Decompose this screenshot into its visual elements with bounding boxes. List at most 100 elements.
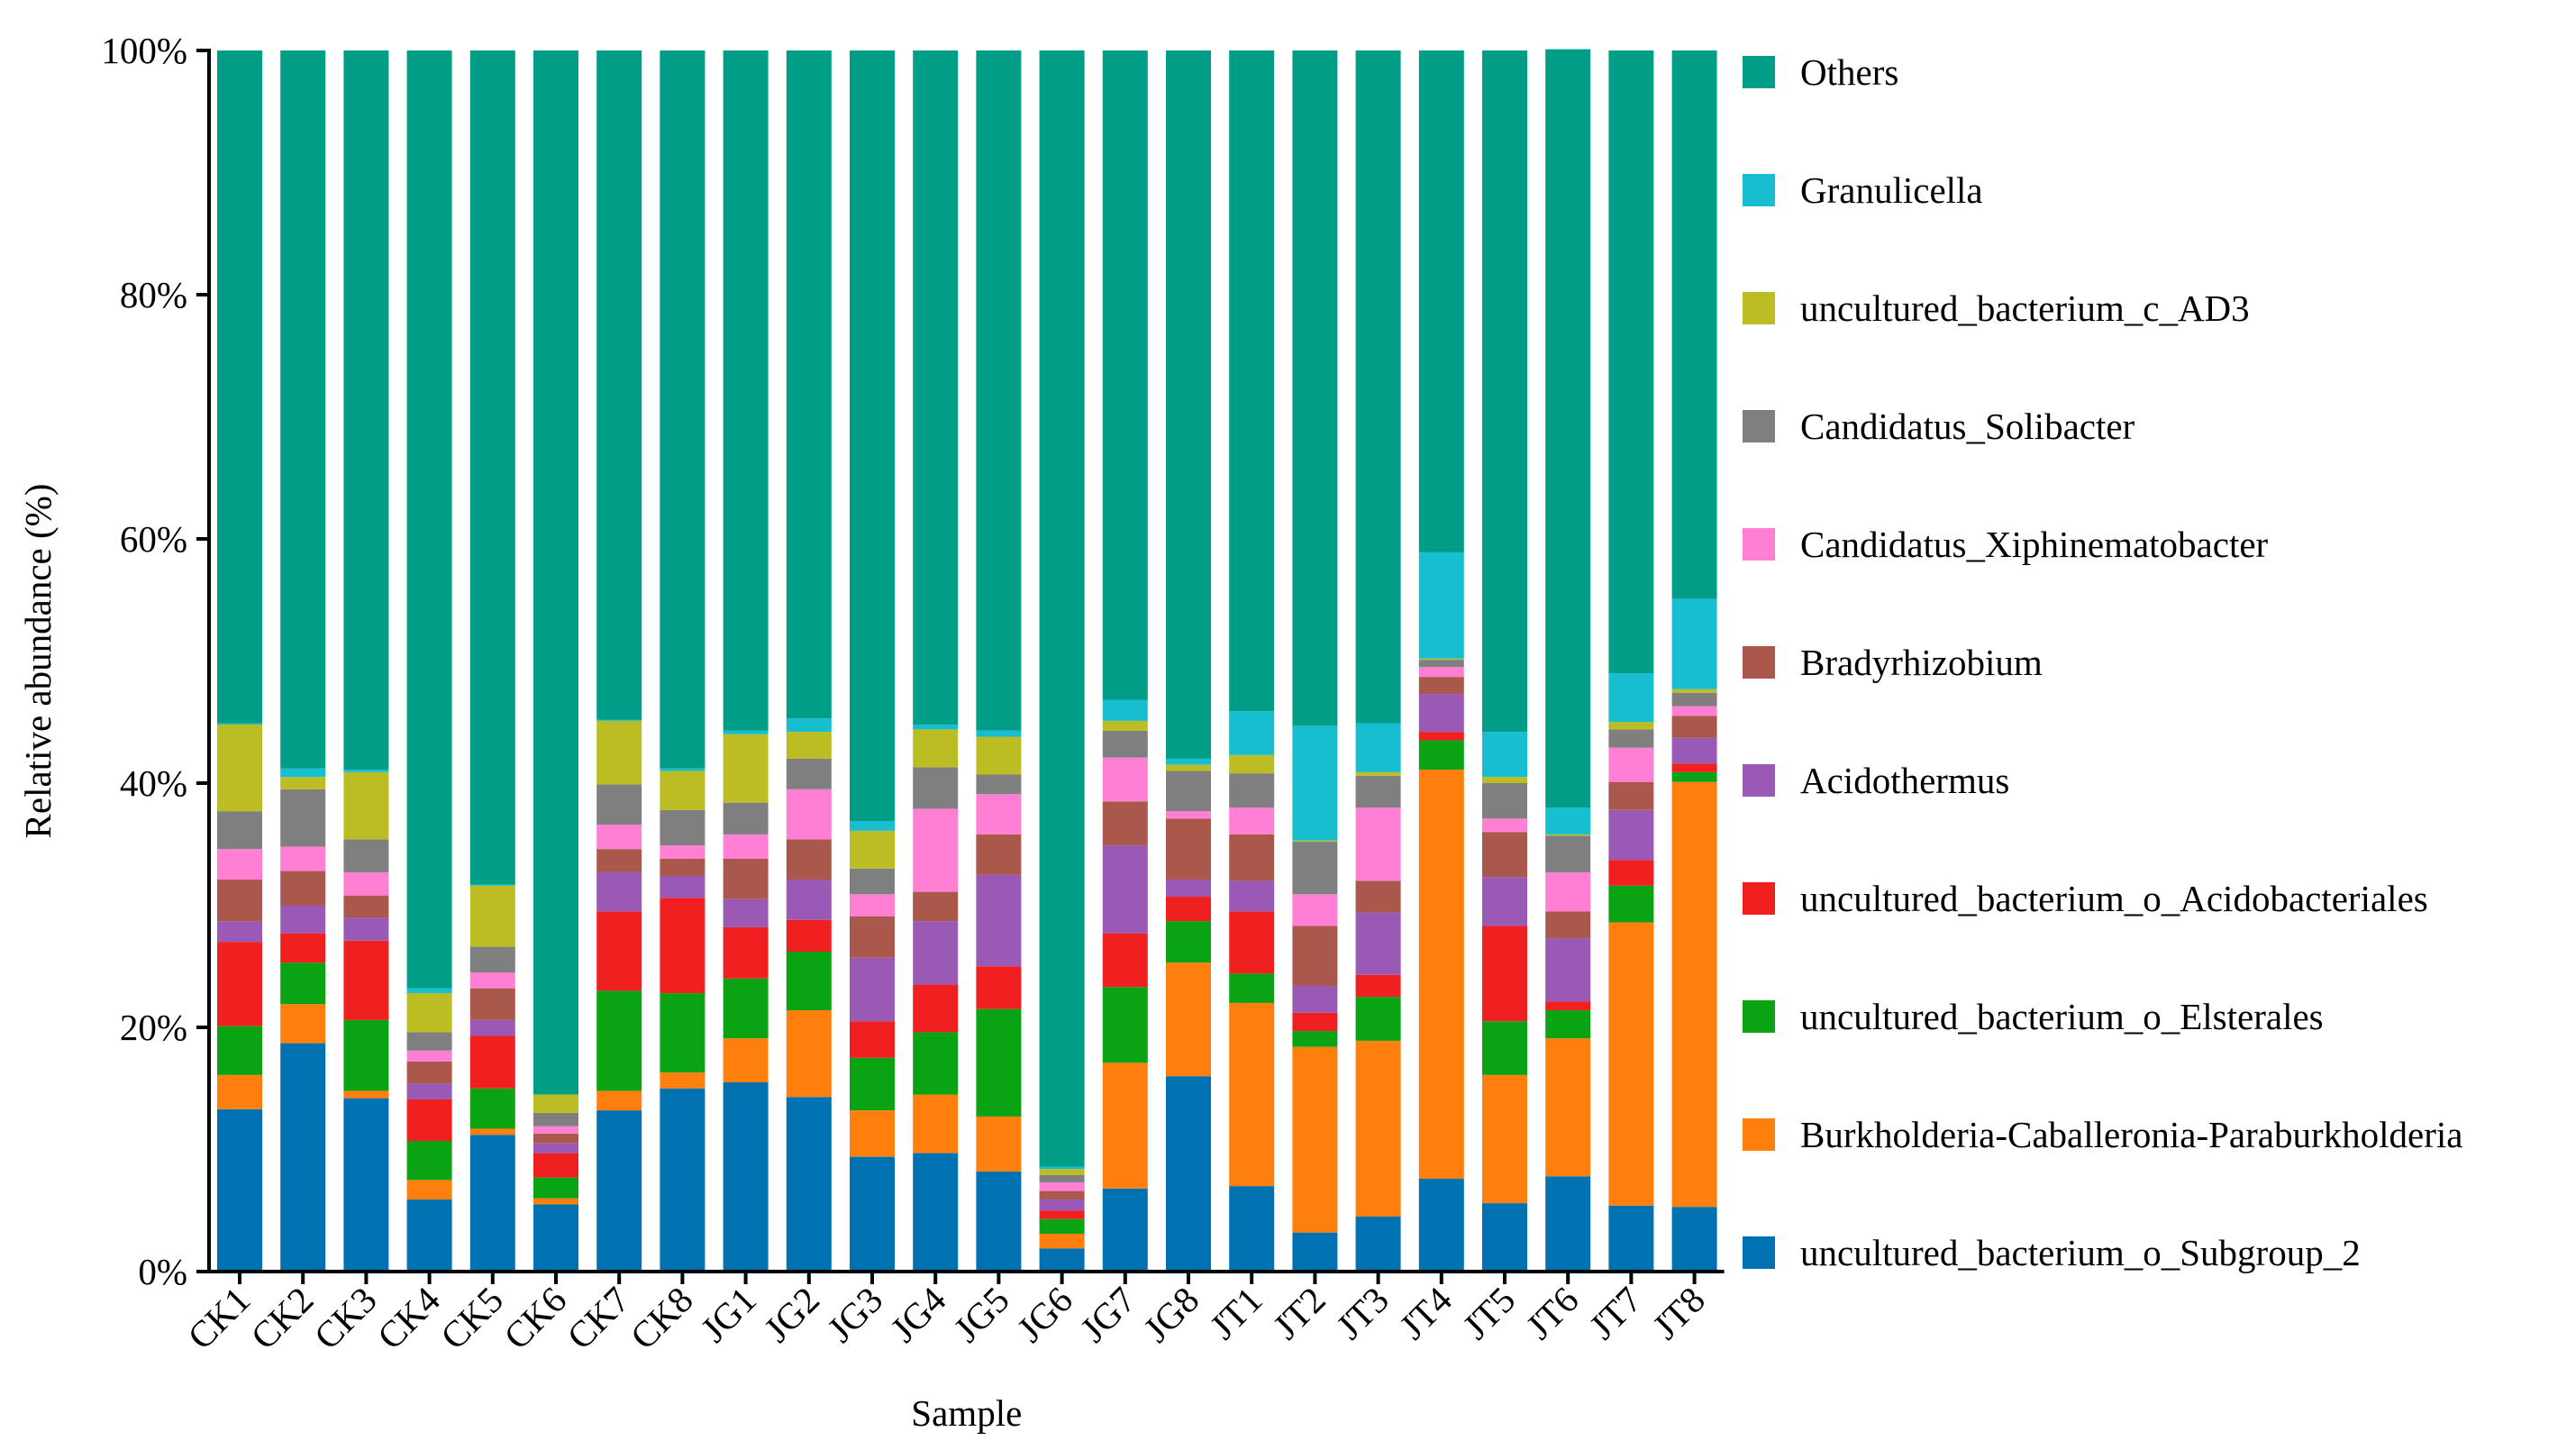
bar-segment — [850, 830, 895, 869]
bar-segment — [1292, 894, 1338, 926]
bar-segment — [343, 1098, 389, 1272]
bar-segment — [1608, 673, 1654, 723]
bar-segment — [786, 732, 832, 759]
bar-segment — [596, 720, 642, 785]
bar-segment — [1482, 732, 1527, 778]
bar-segment — [660, 993, 705, 1073]
bar-segment — [1292, 842, 1338, 895]
bar-segment — [1166, 921, 1211, 963]
bar-segment — [976, 736, 1022, 775]
legend-label: uncultured_bacterium_o_Elsterales — [1800, 996, 2324, 1037]
bar-segment — [723, 926, 769, 979]
bar-segment — [913, 729, 959, 768]
bar-segment — [1545, 871, 1591, 912]
bar-segment — [1545, 1176, 1591, 1272]
bar-segment — [217, 50, 262, 724]
bar-segment — [1292, 926, 1338, 986]
bar-segment — [1355, 807, 1401, 881]
legend-label: uncultured_bacterium_o_Subgroup_2 — [1800, 1232, 2361, 1273]
bar-segment — [723, 1081, 769, 1272]
legend-swatch — [1743, 1236, 1775, 1269]
bar-segment — [660, 809, 705, 846]
bar-segment — [343, 1090, 389, 1099]
bar-segment — [1608, 860, 1654, 886]
bar-segment — [1545, 1001, 1591, 1011]
bar-segment — [1229, 1002, 1275, 1187]
bar-segment — [469, 972, 515, 989]
bar-segment — [1292, 840, 1338, 843]
bar-segment — [723, 978, 769, 1039]
bar-segment — [1039, 1190, 1085, 1200]
bar-segment — [1355, 50, 1401, 724]
x-tick-label: JT3 — [1328, 1279, 1397, 1347]
bar-segment — [1608, 50, 1654, 674]
bar-segment — [660, 859, 705, 876]
bar-segment — [1166, 771, 1211, 812]
bar-segment — [786, 1010, 832, 1098]
bar-segment — [976, 794, 1022, 834]
x-tick-label: CK8 — [622, 1279, 700, 1357]
bar-segment — [850, 1110, 895, 1157]
bar-segment — [1102, 801, 1148, 846]
bar-segment — [533, 1143, 578, 1154]
bar-segment — [660, 768, 705, 771]
legend-label: Bradyrhizobium — [1800, 642, 2043, 683]
bar-segment — [406, 1099, 452, 1142]
legend-label: Burkholderia-Caballeronia-Paraburkholder… — [1800, 1114, 2462, 1155]
bar-segment — [469, 1035, 515, 1089]
bar-segment — [913, 808, 959, 892]
bar-segment — [1355, 880, 1401, 913]
legend-swatch — [1743, 174, 1775, 206]
x-tick-label: JG6 — [1009, 1279, 1080, 1350]
bar-segment — [1166, 50, 1211, 759]
x-tick-label: JT5 — [1454, 1279, 1523, 1347]
legend-swatch — [1743, 292, 1775, 324]
bar-segment — [1229, 754, 1275, 774]
bar-segment — [1166, 1076, 1211, 1272]
bar-segment — [406, 1032, 452, 1051]
bar-segment — [850, 916, 895, 958]
bar-segment — [1039, 50, 1085, 1167]
x-tick-label: JG5 — [946, 1279, 1017, 1350]
bar-segment — [280, 905, 326, 934]
bar-segment — [850, 1057, 895, 1111]
bar-segment — [469, 50, 515, 885]
bar-segment — [786, 50, 832, 719]
bar-segment — [1482, 50, 1527, 733]
bar-segment — [723, 50, 769, 731]
bar-segment — [406, 50, 452, 989]
bar-segment — [976, 834, 1022, 875]
bar-segment — [217, 724, 262, 812]
bar-segment — [1229, 880, 1275, 912]
bar-segment — [1039, 1199, 1085, 1211]
legend-label: Granulicella — [1800, 169, 1983, 211]
bar-segment — [660, 771, 705, 810]
x-tick-label: JG4 — [882, 1279, 953, 1350]
bar-segment — [913, 984, 959, 1033]
bar-segment — [1166, 880, 1211, 898]
bar-segment — [406, 1083, 452, 1099]
bar-segment — [469, 946, 515, 973]
bar-segment — [406, 1141, 452, 1181]
bar-segment — [1545, 1010, 1591, 1039]
bar-segment — [913, 921, 959, 985]
bar-segment — [660, 845, 705, 860]
bar-segment — [343, 871, 389, 896]
bar-segment — [1608, 1205, 1654, 1272]
bar-segment — [1102, 933, 1148, 988]
legend: Others Granulicella uncultured_bacterium_c… — [1743, 51, 2462, 1273]
bar-segment — [1482, 1203, 1527, 1272]
bar-segment — [596, 784, 642, 825]
bar-segment — [596, 871, 642, 912]
bar-segment — [1292, 50, 1338, 726]
bar-segment — [1292, 725, 1338, 841]
legend-label: uncultured_bacterium_o_Acidobacteriales — [1800, 878, 2428, 919]
bar-segment — [280, 846, 326, 871]
bar-segment — [1102, 1062, 1148, 1189]
x-tick-label: JG1 — [693, 1279, 764, 1350]
bar-segment — [1039, 1233, 1085, 1249]
bar-segment — [343, 839, 389, 872]
y-tick-label: 80% — [120, 274, 187, 315]
bar-segment — [1482, 783, 1527, 819]
